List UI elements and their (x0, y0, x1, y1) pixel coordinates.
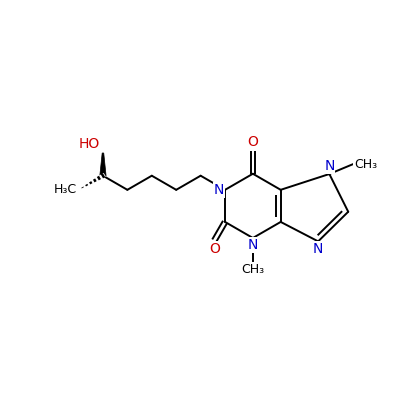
Text: HO: HO (78, 138, 100, 152)
Polygon shape (100, 153, 106, 176)
Text: O: O (248, 136, 258, 150)
Text: N: N (248, 238, 258, 252)
Text: N: N (313, 242, 323, 256)
Text: CH₃: CH₃ (241, 263, 264, 276)
Text: H₃C: H₃C (54, 183, 77, 196)
Text: CH₃: CH₃ (354, 158, 377, 171)
Text: N: N (324, 159, 334, 173)
Text: O: O (209, 242, 220, 256)
Text: N: N (214, 183, 224, 197)
